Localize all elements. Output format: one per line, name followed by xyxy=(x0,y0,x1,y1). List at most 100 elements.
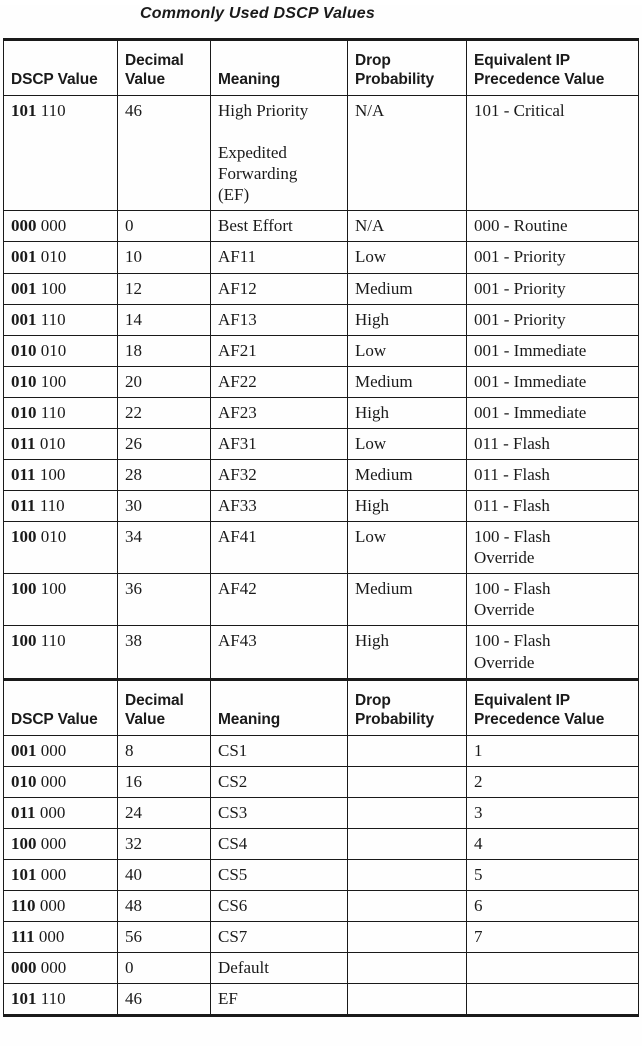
meaning-cell: Default xyxy=(210,952,348,985)
decimal-value-cell: 0 xyxy=(117,952,211,985)
precedence-cell: 100 - Flash Override xyxy=(466,573,639,627)
decimal-value-cell: 22 xyxy=(117,396,211,429)
dscp-class-bits: 011 xyxy=(11,433,36,453)
drop-probability-cell: N/A xyxy=(347,94,467,212)
table-row: 000 000 0 Best Effort N/A 000 - Routine xyxy=(3,210,639,243)
column-header: Meaning xyxy=(210,38,348,96)
drop-probability-cell: Medium xyxy=(347,573,467,627)
dscp-class-bits: 110 xyxy=(11,896,36,916)
table-row: 100 010 34 AF41 Low 100 - Flash Override xyxy=(3,521,639,575)
dscp-value-cell: 110 000 xyxy=(3,890,118,923)
meaning-cell: AF13 xyxy=(210,303,348,336)
dscp-class-bits: 100 xyxy=(11,579,37,599)
table-row: 010 110 22 AF23 High 001 - Immediate xyxy=(3,396,639,429)
dscp-class-bits: 000 xyxy=(11,216,37,236)
table-row: 011 010 26 AF31 Low 011 - Flash xyxy=(3,427,639,461)
dscp-value-cell: 011 000 xyxy=(3,796,118,829)
dscp-class-bits: 001 xyxy=(11,278,37,298)
dscp-value-cell: 101 000 xyxy=(3,858,118,892)
meaning-cell: AF32 xyxy=(210,459,348,492)
table-row: 011 110 30 AF33 High 011 - Flash xyxy=(3,490,639,523)
dscp-class-bits: 010 xyxy=(11,371,37,391)
dscp-class-bits: 001 xyxy=(11,247,37,267)
drop-probability-cell xyxy=(347,827,467,860)
drop-probability-cell xyxy=(347,765,467,798)
drop-probability-cell: High xyxy=(347,303,467,336)
precedence-cell: 100 - Flash Override xyxy=(466,521,639,575)
decimal-value-cell: 16 xyxy=(117,765,211,798)
dscp-value-cell: 010 000 xyxy=(3,765,118,798)
precedence-cell: 6 xyxy=(466,890,639,923)
precedence-cell: 2 xyxy=(466,765,639,798)
drop-probability-cell: Medium xyxy=(347,459,467,492)
dscp-value-cell: 001 000 xyxy=(3,734,118,767)
dscp-class-bits: 111 xyxy=(11,927,35,947)
precedence-cell: 000 - Routine xyxy=(466,210,639,243)
table-row: 001 110 14 AF13 High 001 - Priority xyxy=(3,303,639,336)
column-header: Meaning xyxy=(210,677,348,736)
precedence-cell: 100 - Flash Override xyxy=(466,625,639,680)
precedence-cell: 101 - Critical xyxy=(466,94,639,212)
table-row: 011 100 28 AF32 Medium 011 - Flash xyxy=(3,459,639,492)
meaning-cell: AF41 xyxy=(210,521,348,575)
precedence-cell: 011 - Flash xyxy=(466,490,639,523)
table-row: 001 100 12 AF12 Medium 001 - Priority xyxy=(3,272,639,305)
decimal-value-cell: 34 xyxy=(117,521,211,575)
dscp-class-bits: 010 xyxy=(11,771,37,791)
meaning-cell: AF42 xyxy=(210,573,348,627)
dscp-value-cell: 010 100 xyxy=(3,365,118,398)
table-row: 010 100 20 AF22 Medium 001 - Immediate xyxy=(3,365,639,398)
column-header: Equivalent IP Precedence Value xyxy=(466,677,639,736)
column-header: Equivalent IP Precedence Value xyxy=(466,38,639,96)
dscp-value-cell: 101 110 xyxy=(3,983,118,1018)
precedence-cell: 001 - Priority xyxy=(466,241,639,274)
meaning-cell: CS4 xyxy=(210,827,348,860)
table-row: 001 000 8 CS1 1 xyxy=(3,734,639,767)
table-row: 100 110 38 AF43 High 100 - Flash Override xyxy=(3,625,639,680)
dscp-class-bits: 011 xyxy=(11,496,36,516)
decimal-value-cell: 56 xyxy=(117,921,211,954)
meaning-cell: CS5 xyxy=(210,858,348,892)
drop-probability-cell: Medium xyxy=(347,272,467,305)
table-row: 100 000 32 CS4 4 xyxy=(3,827,639,860)
document-page: Commonly Used DSCP Values DSCP Value Deci… xyxy=(0,5,642,1046)
dscp-value-cell: 100 000 xyxy=(3,827,118,860)
drop-probability-cell xyxy=(347,890,467,923)
decimal-value-cell: 32 xyxy=(117,827,211,860)
precedence-cell: 001 - Priority xyxy=(466,303,639,336)
dscp-class-bits: 011 xyxy=(11,802,36,822)
meaning-cell: CS3 xyxy=(210,796,348,829)
dscp-value-cell: 001 110 xyxy=(3,303,118,336)
meaning-cell: AF22 xyxy=(210,365,348,398)
dscp-class-bits: 100 xyxy=(11,631,37,651)
drop-probability-cell: High xyxy=(347,396,467,429)
dscp-class-bits: 000 xyxy=(11,958,37,978)
precedence-cell: 011 - Flash xyxy=(466,427,639,461)
dscp-value-cell: 001 010 xyxy=(3,241,118,274)
table-row: 110 000 48 CS6 6 xyxy=(3,890,639,923)
drop-probability-cell xyxy=(347,796,467,829)
dscp-class-bits: 101 xyxy=(11,989,37,1009)
decimal-value-cell: 38 xyxy=(117,625,211,680)
drop-probability-cell xyxy=(347,858,467,892)
drop-probability-cell xyxy=(347,921,467,954)
precedence-cell: 4 xyxy=(466,827,639,860)
meaning-cell: High Priority Expedited Forwarding (EF) xyxy=(210,94,348,212)
dscp-value-cell: 011 100 xyxy=(3,459,118,492)
decimal-value-cell: 10 xyxy=(117,241,211,274)
decimal-value-cell: 46 xyxy=(117,983,211,1018)
precedence-cell xyxy=(466,983,639,1018)
precedence-cell: 001 - Immediate xyxy=(466,396,639,429)
dscp-class-bits: 010 xyxy=(11,402,37,422)
column-header: Drop Probability xyxy=(347,38,467,96)
meaning-cell: CS6 xyxy=(210,890,348,923)
meaning-cell: CS2 xyxy=(210,765,348,798)
decimal-value-cell: 28 xyxy=(117,459,211,492)
table-row: 010 000 16 CS2 2 xyxy=(3,765,639,798)
dscp-value-cell: 000 000 xyxy=(3,210,118,243)
dscp-value-cell: 010 110 xyxy=(3,396,118,429)
decimal-value-cell: 8 xyxy=(117,734,211,767)
precedence-cell: 5 xyxy=(466,858,639,892)
precedence-cell: 3 xyxy=(466,796,639,829)
dscp-value-cell: 100 100 xyxy=(3,573,118,627)
